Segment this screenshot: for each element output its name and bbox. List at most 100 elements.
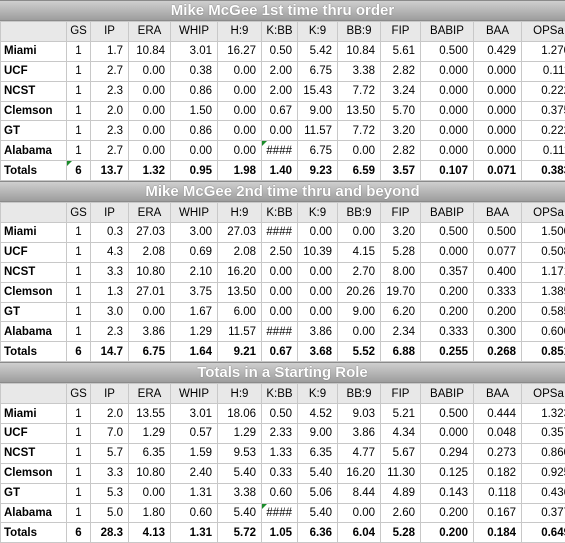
row-label: Miami — [1, 404, 67, 424]
table-cell: 1.270 — [522, 41, 565, 61]
row-label: NCST — [1, 262, 67, 282]
table-cell: 0.00 — [129, 61, 171, 81]
table-cell: 28.3 — [91, 523, 129, 543]
table-cell: 9.23 — [298, 161, 338, 181]
table-cell: 0.000 — [474, 61, 522, 81]
column-header: BB:9 — [338, 384, 381, 404]
table-cell: 3.38 — [218, 483, 262, 503]
table-cell: 1 — [67, 322, 91, 342]
table-cell: 0.200 — [421, 523, 474, 543]
table-cell: #### — [262, 223, 298, 243]
table-cell: 0.000 — [421, 121, 474, 141]
table-cell: 9.53 — [218, 443, 262, 463]
table-cell: 0.118 — [474, 483, 522, 503]
table-cell: 0.200 — [474, 302, 522, 322]
column-header: IP — [91, 384, 129, 404]
section-title: Mike McGee 2nd time thru and beyond — [0, 181, 565, 202]
table-cell: 5.42 — [298, 41, 338, 61]
column-header: H:9 — [218, 22, 262, 42]
section-title: Totals in a Starting Role — [0, 362, 565, 383]
table-cell: 5.28 — [381, 242, 421, 262]
table-cell: 0.111 — [522, 61, 565, 81]
column-header: K:9 — [298, 384, 338, 404]
table-cell: 2.0 — [91, 404, 129, 424]
section-title: Mike McGee 1st time thru order — [0, 0, 565, 21]
table-cell: 6.35 — [129, 443, 171, 463]
table-cell: 0.383 — [522, 161, 565, 181]
table-cell: 16.27 — [218, 41, 262, 61]
table-cell: 7.72 — [338, 81, 381, 101]
column-header: BAA — [474, 203, 522, 223]
table-cell: 0.444 — [474, 404, 522, 424]
table-cell: 13.50 — [218, 282, 262, 302]
table-cell: 11.30 — [381, 463, 421, 483]
table-cell: 0.143 — [421, 483, 474, 503]
table-cell: 0.00 — [262, 262, 298, 282]
table-cell: 10.84 — [129, 41, 171, 61]
table-cell: 0.200 — [421, 302, 474, 322]
table-cell: 9.21 — [218, 342, 262, 362]
row-label: UCF — [1, 424, 67, 444]
table-cell: 2.0 — [91, 101, 129, 121]
table-cell: 4.89 — [381, 483, 421, 503]
table-cell: 5.40 — [218, 503, 262, 523]
table-cell: 3.20 — [381, 121, 421, 141]
column-header: OPSa — [522, 384, 565, 404]
table-cell: 0.000 — [421, 101, 474, 121]
table-cell: 0.69 — [171, 242, 218, 262]
table-cell: 3.3 — [91, 463, 129, 483]
table-cell: 5.72 — [218, 523, 262, 543]
table-cell: 2.00 — [262, 81, 298, 101]
table-cell: #### — [262, 141, 298, 161]
table-cell: 0.294 — [421, 443, 474, 463]
table-cell: 4.52 — [298, 404, 338, 424]
row-label: Alabama — [1, 141, 67, 161]
table-cell: 1.50 — [171, 101, 218, 121]
table-cell: 0.375 — [522, 101, 565, 121]
table-cell: 0.222 — [522, 121, 565, 141]
table-cell: 1.171 — [522, 262, 565, 282]
column-header: GS — [67, 22, 91, 42]
table-cell: 0.851 — [522, 342, 565, 362]
table-cell: 6 — [67, 342, 91, 362]
table-cell: 0.86 — [171, 81, 218, 101]
table-cell: 5.61 — [381, 41, 421, 61]
table-cell: 0.00 — [129, 101, 171, 121]
table-cell: 13.50 — [338, 101, 381, 121]
table-cell: #### — [262, 503, 298, 523]
table-cell: 2.3 — [91, 121, 129, 141]
table-cell: 3.86 — [298, 322, 338, 342]
table-cell: 8.00 — [381, 262, 421, 282]
table-cell: 2.7 — [91, 141, 129, 161]
table-cell: 1 — [67, 424, 91, 444]
table-cell: 9.00 — [298, 101, 338, 121]
table-cell: 0.50 — [262, 41, 298, 61]
table-cell: 2.82 — [381, 61, 421, 81]
table-cell: 1.29 — [171, 322, 218, 342]
row-label: GT — [1, 121, 67, 141]
table-cell: 0.000 — [474, 101, 522, 121]
table-cell: 0.00 — [129, 302, 171, 322]
column-header: H:9 — [218, 384, 262, 404]
column-header: BB:9 — [338, 22, 381, 42]
column-header — [1, 203, 67, 223]
table-cell: 3.86 — [129, 322, 171, 342]
table-cell: 5.21 — [381, 404, 421, 424]
table-cell: 0.400 — [474, 262, 522, 282]
table-cell: 1.31 — [171, 483, 218, 503]
table-cell: 2.82 — [381, 141, 421, 161]
table-cell: 1 — [67, 483, 91, 503]
table-cell: 5.52 — [338, 342, 381, 362]
table-cell: 0.357 — [522, 424, 565, 444]
table-cell: 0.436 — [522, 483, 565, 503]
